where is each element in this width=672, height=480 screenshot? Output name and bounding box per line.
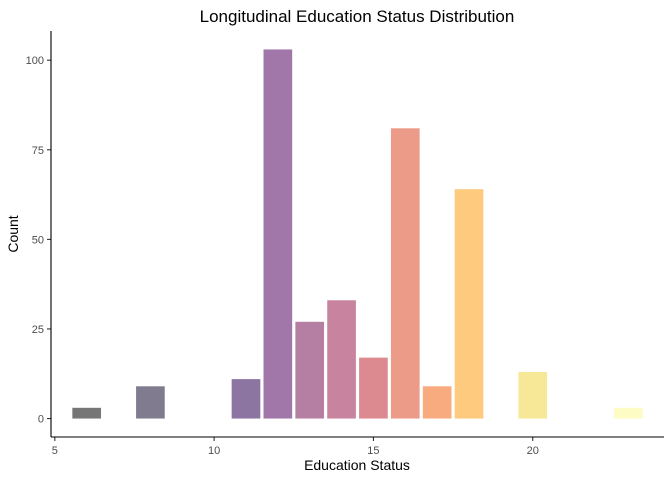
bar-20 — [518, 371, 548, 419]
bar-14 — [327, 300, 356, 419]
y-tick-label-75: 75 — [32, 145, 44, 157]
x-axis-ticks: 5 10 15 20 — [52, 437, 539, 457]
x-tick-label-5: 5 — [52, 445, 58, 457]
bar-16 — [390, 128, 420, 419]
y-tick-label-50: 50 — [32, 234, 44, 246]
x-tick-label-10: 10 — [208, 445, 220, 457]
bar-13 — [295, 321, 325, 419]
bar-17 — [422, 386, 452, 419]
bar-11 — [231, 379, 261, 419]
x-tick-label-20: 20 — [527, 445, 539, 457]
y-axis-ticks: 0 25 50 75 100 — [26, 55, 51, 426]
bars-group — [72, 49, 643, 419]
y-axis-label: Count — [5, 215, 21, 252]
y-tick-label-0: 0 — [38, 414, 44, 426]
bar-18 — [454, 189, 484, 419]
y-tick-label-100: 100 — [26, 55, 44, 67]
bar-12 — [263, 49, 293, 419]
bar-23 — [613, 407, 643, 419]
y-tick-label-25: 25 — [32, 324, 44, 336]
bar-6 — [72, 407, 102, 419]
bar-8 — [136, 386, 165, 419]
bar-15 — [359, 357, 388, 419]
x-axis-label: Education Status — [304, 457, 410, 473]
chart-title: Longitudinal Education Status Distributi… — [200, 7, 515, 26]
x-tick-label-15: 15 — [367, 445, 379, 457]
